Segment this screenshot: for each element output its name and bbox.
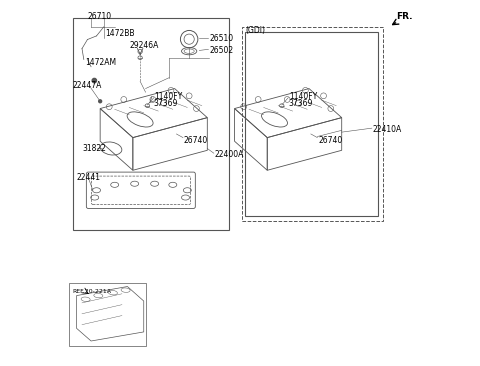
Text: FR.: FR. <box>396 12 413 21</box>
Text: 22410A: 22410A <box>372 125 402 134</box>
Text: 26740: 26740 <box>184 136 208 145</box>
Bar <box>242 27 384 221</box>
Bar <box>245 32 378 216</box>
Text: 22441: 22441 <box>76 173 100 182</box>
Text: 22400A: 22400A <box>215 150 244 159</box>
Text: 1140FY: 1140FY <box>289 93 317 101</box>
Bar <box>69 283 145 347</box>
Text: 37369: 37369 <box>154 99 178 108</box>
Circle shape <box>92 78 96 83</box>
Text: 1472BB: 1472BB <box>106 29 135 38</box>
Bar <box>73 18 229 230</box>
Text: 1472AM: 1472AM <box>85 58 117 67</box>
Text: 26510: 26510 <box>209 34 233 43</box>
Text: 37369: 37369 <box>288 99 312 108</box>
Text: 29246A: 29246A <box>129 41 158 50</box>
Text: REF.20-221A: REF.20-221A <box>72 290 111 295</box>
Text: 26502: 26502 <box>209 45 233 55</box>
Circle shape <box>99 100 102 103</box>
Text: 26740: 26740 <box>318 136 342 145</box>
Text: 31822: 31822 <box>82 143 106 153</box>
Text: 26710: 26710 <box>87 12 111 21</box>
Text: 1140FY: 1140FY <box>155 93 183 101</box>
Text: 22447A: 22447A <box>73 81 102 90</box>
Text: (GDI): (GDI) <box>245 26 265 35</box>
